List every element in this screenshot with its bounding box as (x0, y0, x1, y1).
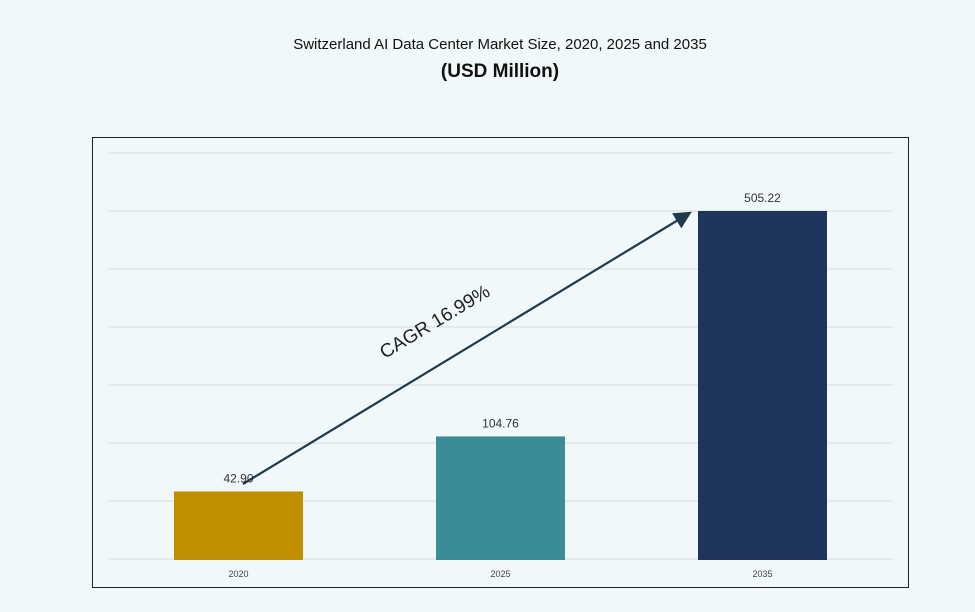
cagr-arrow (242, 211, 692, 485)
x-tick-label: 2025 (490, 569, 510, 579)
data-label-2020: 42.90 (223, 471, 253, 485)
plot-frame (92, 137, 909, 588)
bar-2020 (174, 491, 303, 560)
cagr-annotation: CAGR 16.99% (376, 281, 494, 363)
bar-2035 (698, 211, 827, 560)
data-label-2025: 104.76 (482, 416, 519, 430)
chart-subtitle: (USD Million) (440, 61, 560, 82)
bar-2025 (436, 436, 565, 560)
chart-title: Switzerland AI Data Center Market Size, … (293, 36, 707, 53)
x-tick-label: 2035 (752, 569, 772, 579)
x-tick-label: 2020 (228, 569, 248, 579)
data-label-2035: 505.22 (744, 191, 781, 205)
